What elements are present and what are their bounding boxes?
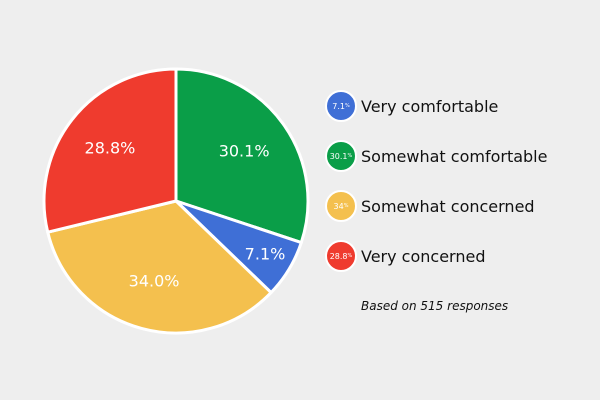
slice-label: 34.0% xyxy=(129,272,180,291)
legend: 7.1% Very comfortable 30.1% Somewhat com… xyxy=(325,89,595,289)
legend-swatch: 7.1% xyxy=(325,90,357,122)
footnote: Based on 515 responses xyxy=(361,299,509,313)
slice-label: 30.1% xyxy=(219,141,270,160)
legend-label: Very comfortable xyxy=(361,96,499,116)
slice-label: 28.8% xyxy=(85,139,136,158)
legend-swatch-value: 28.8 xyxy=(329,251,348,261)
legend-label: Very concerned xyxy=(361,246,486,266)
legend-swatch-unit: % xyxy=(347,253,353,259)
legend-swatch: 30.1% xyxy=(325,140,357,172)
legend-swatch-value: 30.1 xyxy=(329,151,348,161)
legend-swatch-value: 34 xyxy=(333,201,344,211)
slice-label: 7.1% xyxy=(245,244,286,263)
legend-item-very-comfortable: 7.1% Very comfortable xyxy=(325,89,595,123)
legend-swatch: 28.8% xyxy=(325,240,357,272)
legend-item-somewhat-comfortable: 30.1% Somewhat comfortable xyxy=(325,139,595,173)
pie-slice-somewhat-comfortable xyxy=(174,67,310,245)
pie-chart: 30.1% 7.1% 34.0% 28.8% xyxy=(42,67,310,335)
legend-swatch-unit: % xyxy=(344,103,350,109)
pie-slice-somewhat-concerned xyxy=(46,199,273,335)
legend-item-very-concerned: 28.8% Very concerned xyxy=(325,239,595,273)
legend-label: Somewhat concerned xyxy=(361,196,535,216)
legend-swatch: 34% xyxy=(325,190,357,222)
legend-swatch-unit: % xyxy=(343,203,349,209)
legend-item-somewhat-concerned: 34% Somewhat concerned xyxy=(325,189,595,223)
legend-label: Somewhat comfortable xyxy=(361,146,548,166)
pie-slice-very-concerned xyxy=(42,67,178,234)
legend-swatch-value: 7.1 xyxy=(332,101,345,111)
legend-swatch-unit: % xyxy=(347,153,353,159)
